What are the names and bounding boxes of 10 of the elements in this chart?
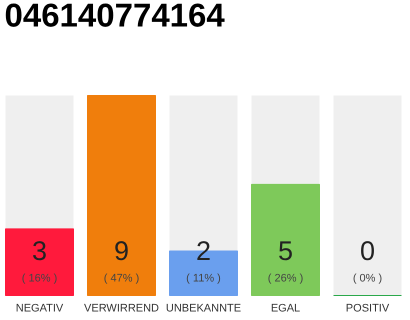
x-tick-label: UNBEKANNTE: [166, 302, 242, 314]
x-tick-label: POSITIV: [346, 302, 390, 314]
x-tick-label: VERWIRREND: [84, 302, 160, 314]
chart-title: 046140774164: [4, 0, 226, 34]
x-tick-label: EGAL: [270, 302, 300, 314]
x-tick-label: NEGATIV: [16, 302, 64, 314]
data-label: 0 ( 0% ): [352, 236, 382, 284]
data-label: 5 ( 26% ): [268, 236, 304, 284]
data-label: 9 ( 47% ): [104, 236, 140, 284]
data-label: 3 ( 16% ): [22, 236, 58, 284]
